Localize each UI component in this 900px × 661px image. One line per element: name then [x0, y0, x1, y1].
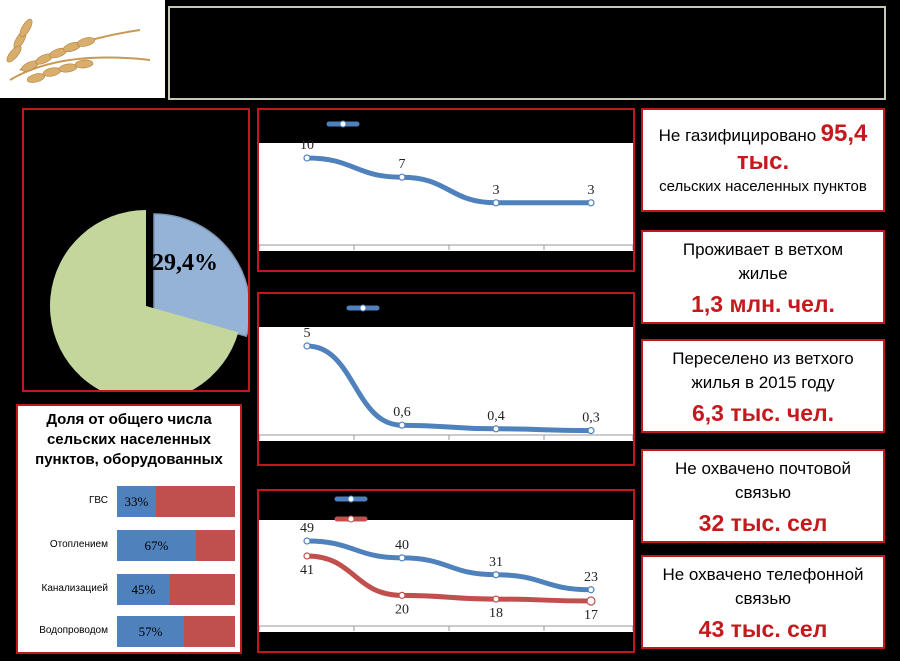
- wheat-image: [0, 0, 165, 98]
- data-point-0-0: [303, 154, 311, 162]
- data-label-0-0: 5: [304, 326, 311, 341]
- data-point-0-2: [492, 199, 500, 207]
- data-point-1-0: [303, 552, 311, 560]
- bar-category-label: Водопроводом: [39, 625, 108, 636]
- info-box-resettled: Переселено из ветхого жилья в 2015 году …: [641, 339, 885, 433]
- data-label-0-0: 10: [300, 138, 314, 153]
- bar-fill: [117, 616, 185, 647]
- data-point-0-1: [398, 554, 406, 562]
- info-post-value: 32 тыс. сел: [698, 510, 828, 536]
- data-point-0-3: [587, 427, 595, 435]
- line-chart-3-panel: 49 40 31 23 41 20 18 17: [257, 489, 635, 653]
- pie-panel: 29,4%: [22, 108, 251, 402]
- info-housing-text: Проживает в ветхом жилье: [682, 240, 844, 283]
- bar-value-label: 45%: [131, 582, 156, 597]
- bar-row: 45%: [117, 574, 235, 605]
- data-label-1-2: 18: [489, 606, 503, 621]
- plot-area: [259, 327, 633, 441]
- bar-category-label: Отоплением: [49, 539, 108, 550]
- line-chart-3: 49 40 31 23 41 20 18 17: [258, 495, 634, 632]
- line-chart-2: 5 0,6 0,4 0,3: [258, 304, 634, 441]
- share-bar-chart: Доля от общего числа сельских населенных…: [16, 404, 242, 654]
- pie-label-0: 29,4%: [152, 250, 218, 276]
- info-housing-value: 1,3 млн. чел.: [691, 291, 835, 317]
- data-point-0-2: [492, 425, 500, 433]
- data-label-0-2: 3: [493, 183, 500, 198]
- pie-chart: 29,4%: [50, 210, 251, 402]
- data-label-0-3: 23: [584, 570, 598, 585]
- data-point-0-0: [303, 342, 311, 350]
- info-resettled-value: 6,3 тыс. чел.: [692, 400, 834, 426]
- data-label-0-1: 7: [399, 157, 406, 172]
- bar-value-label: 33%: [124, 494, 149, 509]
- bar-row: 33%: [117, 486, 235, 517]
- data-point-0-0: [303, 537, 311, 545]
- plot-area: [259, 520, 633, 632]
- bar-row: 67%: [117, 530, 235, 561]
- legend-marker-1: [347, 515, 355, 523]
- data-label-0-1: 0,6: [393, 405, 411, 420]
- data-label-0-3: 3: [588, 183, 595, 198]
- series-line-0: [304, 343, 594, 434]
- info-box-housing: Проживает в ветхом жилье 1,3 млн. чел.: [641, 230, 885, 324]
- data-label-0-1: 40: [395, 538, 409, 553]
- data-label-1-3: 17: [584, 608, 598, 623]
- bar-fill: [117, 574, 171, 605]
- line-chart-1: 10 7 3 3: [258, 120, 634, 251]
- bar-value-label: 67%: [144, 538, 169, 553]
- data-point-0-3: [587, 586, 595, 594]
- title-banner: [168, 6, 886, 100]
- info-gas-small: сельских населенных пунктов: [659, 178, 867, 195]
- data-label-1-1: 20: [395, 602, 409, 617]
- pie-slice-1: [50, 210, 239, 402]
- data-point-0-3: [587, 199, 595, 207]
- data-label-0-2: 31: [489, 555, 503, 570]
- legend-marker-0: [339, 120, 347, 128]
- info-gas-text: Не газифицировано: [658, 126, 817, 145]
- bar-category-label: Канализацией: [41, 583, 109, 594]
- bar-fill: [117, 486, 156, 517]
- data-point-1-3: [586, 596, 596, 606]
- bar-value-label: 57%: [138, 624, 163, 639]
- info-box-gas: Не газифицировано 95,4 тыс. сельских нас…: [641, 108, 885, 212]
- legend-marker-0: [359, 304, 367, 312]
- data-point-0-1: [398, 173, 406, 181]
- data-point-1-2: [492, 595, 500, 603]
- series-line-0: [304, 155, 594, 206]
- bar-row: 57%: [117, 616, 235, 647]
- line-chart-1-panel: 10 7 3 3: [257, 108, 635, 272]
- info-gas-value: 95,4 тыс.: [736, 120, 868, 175]
- data-label-1-0: 41: [300, 563, 314, 578]
- data-label-0-3: 0,3: [582, 411, 600, 426]
- data-label-0-0: 49: [300, 521, 314, 536]
- legend-marker-0: [347, 495, 355, 503]
- data-label-0-2: 0,4: [487, 409, 505, 424]
- data-point-1-1: [398, 591, 406, 599]
- info-resettled-text: Переселено из ветхого жилья в 2015 году: [672, 349, 854, 392]
- data-point-0-1: [398, 421, 406, 429]
- info-post-text: Не охвачено почтовой связью: [674, 459, 851, 502]
- series-line-0: [304, 538, 594, 593]
- bar-fill: [117, 530, 197, 561]
- line-chart-2-panel: 5 0,6 0,4 0,3: [257, 292, 635, 466]
- series-line-1: [304, 553, 594, 604]
- info-phone-text: Не охвачено телефонной связью: [662, 565, 864, 608]
- info-phone-value: 43 тыс. сел: [698, 616, 828, 642]
- bar-category-label: ГВС: [89, 495, 108, 506]
- info-box-post: Не охвачено почтовой связью 32 тыс. сел: [641, 449, 885, 543]
- info-box-phone: Не охвачено телефонной связью 43 тыс. се…: [641, 555, 885, 649]
- data-point-0-2: [492, 571, 500, 579]
- share-chart-title: Доля от общего числа сельских населенных…: [35, 411, 223, 468]
